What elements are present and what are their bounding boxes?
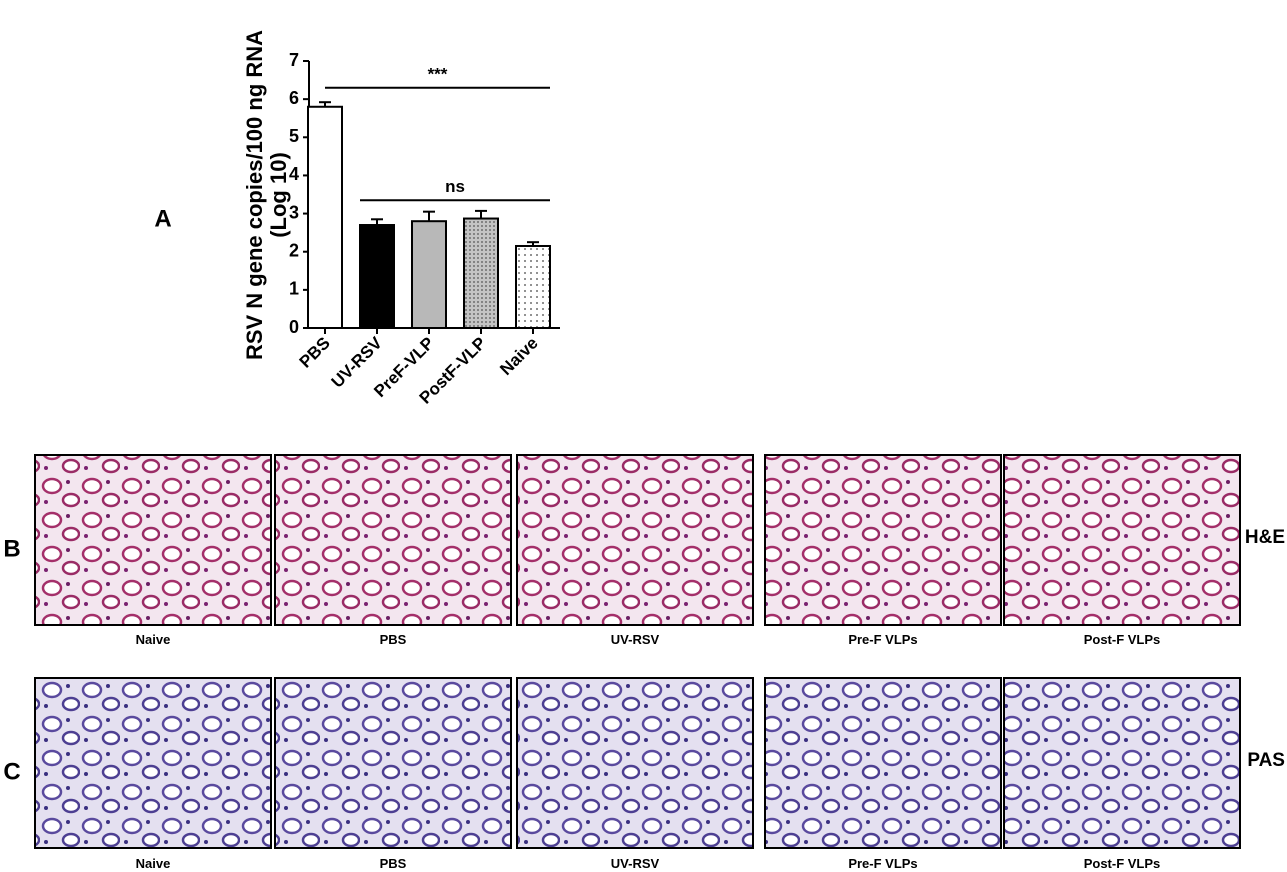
- panel-label: C: [3, 758, 20, 785]
- bar: [411, 220, 447, 329]
- image-caption: UV-RSV: [611, 632, 660, 647]
- stain-label: PAS: [1247, 750, 1285, 771]
- y-tick-label: 1: [289, 279, 299, 299]
- significance-label: ***: [428, 65, 448, 84]
- histology-image: [34, 454, 272, 626]
- y-tick-label: 2: [289, 240, 299, 260]
- y-tick-label: 3: [289, 202, 299, 222]
- significance-label: ns: [445, 177, 465, 196]
- y-tick-label: 7: [289, 50, 299, 70]
- histology-image: [1003, 454, 1241, 626]
- image-caption: Post-F VLPs: [1084, 632, 1161, 647]
- histology-image: [516, 677, 754, 849]
- y-axis-label: (Log 10): [266, 152, 291, 238]
- y-tick-label: 6: [289, 88, 299, 108]
- image-caption: Post-F VLPs: [1084, 856, 1161, 871]
- bar: [307, 105, 343, 330]
- y-axis-label: RSV N gene copies/100 ng RNA: [242, 30, 267, 360]
- bar: [515, 244, 551, 329]
- histology-image: [764, 454, 1002, 626]
- image-caption: Pre-F VLPs: [848, 632, 917, 647]
- histology-image: [1003, 677, 1241, 849]
- histology-image: [34, 677, 272, 849]
- image-caption: PBS: [380, 632, 407, 647]
- image-caption: PBS: [380, 856, 407, 871]
- image-caption: Pre-F VLPs: [848, 856, 917, 871]
- image-caption: UV-RSV: [611, 856, 660, 871]
- y-tick-label: 0: [289, 317, 299, 337]
- y-tick-label: 5: [289, 126, 299, 146]
- panel-label: A: [154, 205, 171, 232]
- histology-image: [274, 454, 512, 626]
- histology-image: [274, 677, 512, 849]
- y-tick-label: 4: [289, 164, 299, 184]
- x-tick-label: Naive: [496, 333, 542, 379]
- histology-image: [516, 454, 754, 626]
- stain-label: H&E: [1245, 527, 1285, 548]
- histology-image: [764, 677, 1002, 849]
- panel-label: B: [3, 535, 20, 562]
- bar: [359, 224, 395, 329]
- image-caption: Naive: [136, 632, 171, 647]
- x-tick-label: PBS: [296, 333, 334, 371]
- image-caption: Naive: [136, 856, 171, 871]
- bar: [463, 217, 499, 329]
